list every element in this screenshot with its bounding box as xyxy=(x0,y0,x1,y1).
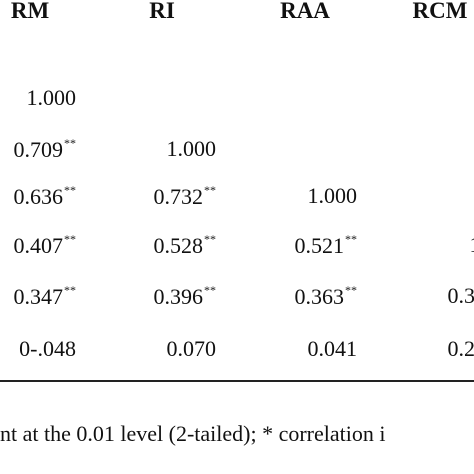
significance-mark: ** xyxy=(204,232,216,246)
column-header: RAA xyxy=(280,0,330,23)
cell-value: 0-.048 xyxy=(19,336,76,361)
table-cell: 0.732** xyxy=(76,183,217,210)
column-header: RCM xyxy=(412,0,468,23)
table-cell: 0.396** xyxy=(76,283,217,310)
table-cell: 0.363** xyxy=(217,283,358,310)
table-cell: 0.407** xyxy=(0,232,77,259)
significance-mark: ** xyxy=(345,232,357,246)
cell-value: 1.000 xyxy=(26,85,77,110)
cell-value: 1.0 xyxy=(470,232,474,257)
table-cell: 0.709** xyxy=(0,136,77,163)
table-cell: 1.0 xyxy=(357,232,474,258)
footnote: nt at the 0.01 level (2-tailed); * corre… xyxy=(0,421,386,446)
cell-value: 0.396 xyxy=(153,284,204,309)
significance-mark: ** xyxy=(204,283,216,297)
cell-value: 0.709 xyxy=(13,137,64,162)
column-header: RM xyxy=(10,0,50,23)
cell-value: 0.521 xyxy=(294,233,345,258)
table-cell: 0.636** xyxy=(0,183,77,210)
table-cell: 0.347** xyxy=(0,283,77,310)
cell-value: 0.528 xyxy=(153,233,204,258)
significance-mark: ** xyxy=(64,232,76,246)
significance-mark: ** xyxy=(204,183,216,197)
cell-value: 0.732 xyxy=(153,184,204,209)
cell-value: 1.000 xyxy=(307,183,358,208)
table-cell: 1.000 xyxy=(217,183,358,209)
table-cell: 0.521** xyxy=(217,232,358,259)
cell-value: 0.363 xyxy=(294,284,345,309)
table-cell: 1.000 xyxy=(76,136,217,162)
bottom-rule xyxy=(0,380,474,382)
significance-mark: ** xyxy=(64,283,76,297)
significance-mark: ** xyxy=(64,136,76,150)
cell-value: 0.357 xyxy=(447,283,474,308)
cell-value: 0.041 xyxy=(307,336,358,361)
cell-value: 0.407 xyxy=(13,233,64,258)
table-cell: 0.041 xyxy=(217,336,358,362)
cell-value: 0.347 xyxy=(13,284,64,309)
table-cell: 0.258 xyxy=(357,336,474,362)
significance-mark: ** xyxy=(345,283,357,297)
table-cell: 0.528** xyxy=(76,232,217,259)
table-cell: 0.357 xyxy=(357,283,474,309)
column-header: RI xyxy=(149,0,175,23)
significance-mark: ** xyxy=(64,183,76,197)
cell-value: 1.000 xyxy=(166,136,217,161)
cell-value: 0.636 xyxy=(13,184,64,209)
table-cell: 0.070 xyxy=(76,336,217,362)
table-cell: 1.000 xyxy=(0,85,77,111)
table-cell: 0-.048 xyxy=(0,336,76,362)
cell-value: 0.070 xyxy=(166,336,217,361)
cell-value: 0.258 xyxy=(447,336,474,361)
